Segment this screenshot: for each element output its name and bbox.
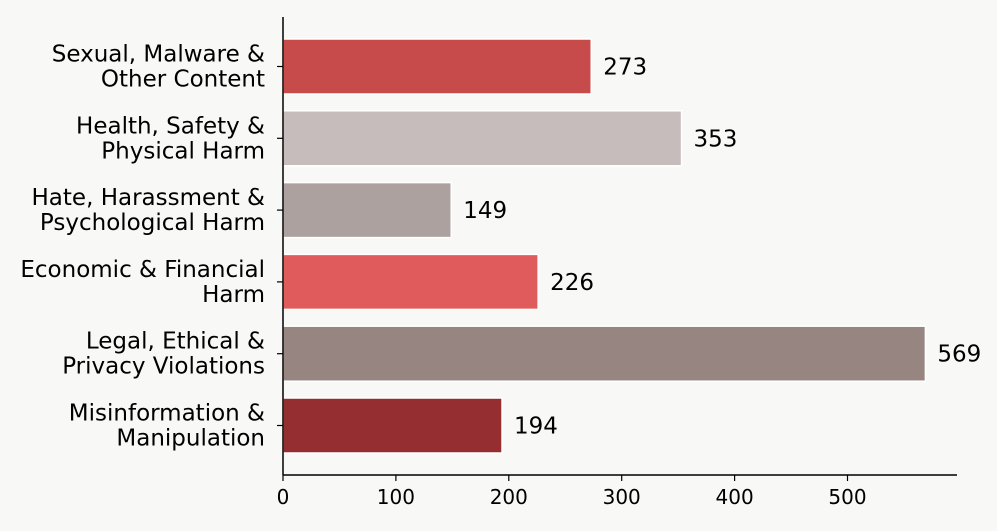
category-label-4: Legal, Ethical & Privacy Violations (62, 329, 265, 380)
category-label-5-line-0: Misinformation & (69, 401, 265, 427)
category-label-0: Sexual, Malware & Other Content (52, 42, 265, 93)
category-label-1-line-0: Health, Safety & (76, 113, 265, 139)
category-label-3-line-1: Harm (202, 282, 265, 308)
bar-3 (282, 253, 539, 311)
bar-0 (282, 38, 592, 95)
category-label-2: Hate, Harassment & Psychological Harm (32, 185, 266, 236)
bar-1 (282, 110, 683, 167)
category-label-0-line-1: Other Content (101, 67, 265, 93)
category-label-5: Misinformation & Manipulation (69, 401, 265, 452)
value-label-0: 273 (603, 55, 647, 81)
x-tick-label-0: 0 (277, 485, 290, 509)
category-label-1-line-1: Physical Harm (101, 138, 265, 164)
category-label-1: Health, Safety & Physical Harm (76, 113, 265, 164)
category-label-2-line-0: Hate, Harassment & (32, 185, 266, 211)
x-tick-label-3: 300 (603, 485, 641, 509)
category-label-4-line-0: Legal, Ethical & (86, 329, 265, 355)
value-label-3: 226 (550, 270, 594, 296)
bars-group (282, 38, 927, 454)
y-axis (277, 17, 284, 475)
category-label-2-line-1: Psychological Harm (40, 210, 265, 236)
value-label-5: 194 (514, 414, 558, 440)
category-label-0-line-0: Sexual, Malware & (52, 42, 265, 68)
category-label-5-line-1: Manipulation (116, 426, 265, 452)
bar-5 (282, 397, 503, 454)
category-label-4-line-1: Privacy Violations (62, 354, 265, 380)
x-tick-label-4: 400 (716, 485, 754, 509)
value-label-4: 569 (937, 342, 981, 368)
category-labels: Sexual, Malware & Other Content Health, Sa… (20, 42, 265, 452)
category-label-3-line-0: Economic & Financial (20, 257, 265, 283)
x-axis: 0 100 200 300 400 500 (277, 474, 957, 509)
x-tick-label-2: 200 (490, 485, 528, 509)
bar-2 (282, 181, 452, 239)
x-tick-label-5: 500 (828, 485, 866, 509)
x-tick-label-1: 100 (377, 485, 415, 509)
bar-4 (282, 325, 927, 382)
value-label-2: 149 (463, 198, 507, 224)
value-labels: 273 353 149 226 569 194 (463, 55, 981, 440)
value-label-1: 353 (694, 126, 738, 152)
category-label-3: Economic & Financial Harm (20, 257, 265, 308)
